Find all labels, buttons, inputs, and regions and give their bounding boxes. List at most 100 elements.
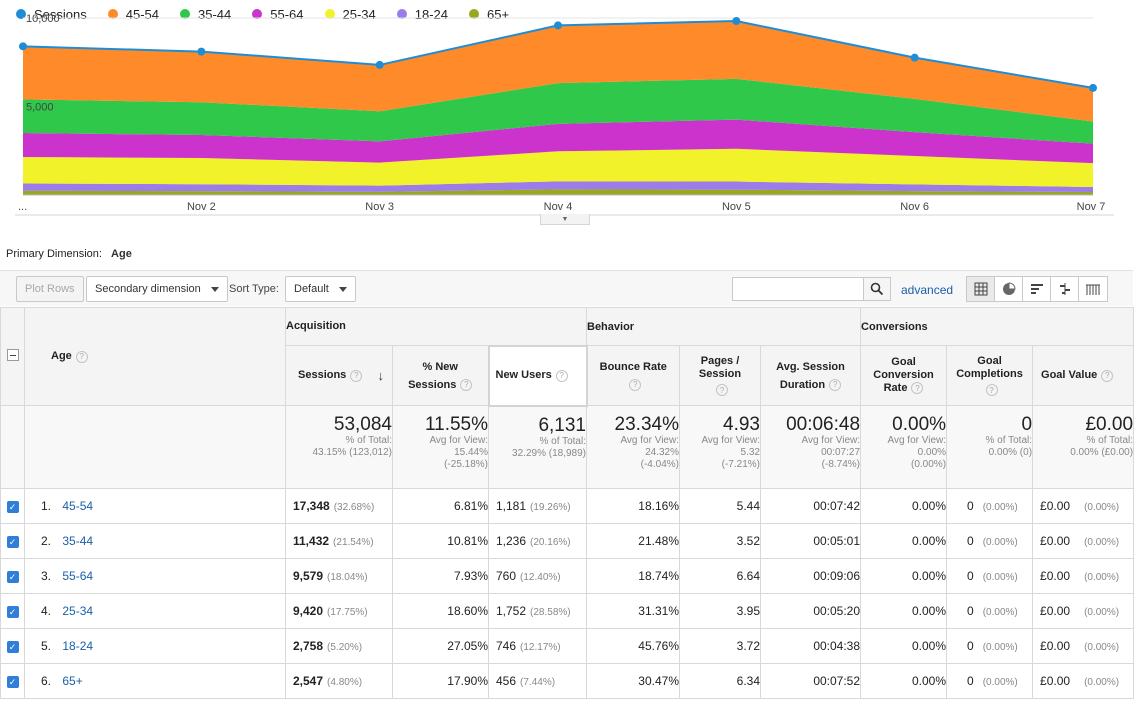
row-checkbox[interactable]: ✓ (6, 675, 19, 688)
pages-session-header[interactable]: Pages / Session? (679, 345, 761, 406)
plot-rows-button[interactable]: Plot Rows (16, 276, 84, 302)
sessions-point (554, 21, 562, 30)
row-index: 2. (41, 534, 52, 548)
chart-expander[interactable]: ▼ (540, 214, 590, 225)
new-users-value: 456 (496, 674, 517, 688)
goal-conversion-rate-value: 0.00% (860, 663, 948, 699)
row-checkbox[interactable]: ✓ (6, 640, 19, 653)
row-checkbox[interactable]: ✓ (6, 570, 19, 583)
new-users-value: 1,752 (496, 604, 527, 618)
goal-completions-header[interactable]: Goal Completions? (946, 345, 1034, 406)
new-sessions-header[interactable]: % New Sessions? (392, 345, 489, 406)
help-icon[interactable]: ? (829, 378, 842, 391)
primary-dimension-value: Age (111, 248, 132, 260)
table-search-input[interactable] (732, 277, 864, 301)
bounce-rate-header[interactable]: Bounce Rate? (586, 345, 680, 406)
chart-svg: 10,000 5,000... Nov 2 Nov 3 Nov 4 Nov 5 Nov 6 N… (15, 13, 1114, 216)
area-series-35-44 (23, 78, 1093, 144)
goal-value-percent: (0.00%) (1084, 607, 1120, 618)
goal-completions-percent: (0.00%) (982, 537, 1018, 548)
age-header-label: Age (51, 350, 72, 363)
sessions-percent: (21.54%) (333, 537, 374, 548)
goal-conversion-rate-value: 0.00% (860, 558, 948, 594)
sessions-point (732, 17, 741, 26)
legend-dot (396, 9, 407, 19)
area-series-55-64 (23, 119, 1093, 164)
gcr-header-line2: Conversion (873, 369, 934, 381)
total-caption: 15.44% (454, 447, 488, 458)
age-link[interactable]: 35-44 (62, 534, 94, 548)
new-sessions-value: 27.05% (392, 628, 489, 664)
plot-rows-label: Plot Rows (25, 283, 75, 295)
pivot-view-button[interactable] (1079, 277, 1107, 301)
pie-chart-icon (1002, 282, 1016, 295)
age-link[interactable]: 55-64 (62, 569, 94, 583)
total-caption: Avg for View: (701, 435, 760, 446)
select-all-checkbox[interactable] (6, 349, 19, 361)
new-users-value: 746 (496, 639, 517, 653)
duration-value: 00:09:06 (759, 558, 862, 594)
total-new-sessions: 11.55% Avg for View: 15.44% (-25.18%) (392, 405, 489, 489)
total-caption: Avg for View: (887, 435, 947, 446)
search-button[interactable] (863, 277, 891, 301)
total-value: 0.00% (892, 414, 947, 435)
help-icon[interactable]: ? (555, 369, 568, 382)
legend-dot (252, 9, 263, 19)
help-icon[interactable]: ? (985, 384, 998, 396)
legend-dot (16, 9, 26, 19)
help-icon[interactable]: ? (350, 369, 363, 382)
goal-value-value: £0.00 (1040, 639, 1071, 653)
help-icon[interactable]: ? (1101, 369, 1114, 382)
goal-value-percent: (0.00%) (1084, 502, 1120, 513)
new-users-value: 760 (496, 569, 517, 583)
help-icon[interactable]: ? (911, 382, 924, 395)
row-checkbox[interactable]: ✓ (6, 500, 19, 513)
age-link[interactable]: 18-24 (62, 639, 94, 653)
age-link[interactable]: 45-54 (62, 499, 94, 513)
goal-value-percent: (0.00%) (1084, 677, 1120, 688)
age-header[interactable]: Age? (24, 307, 286, 406)
gcr-header-line3: Rate (883, 382, 908, 394)
acquisition-group-header: Acquisition (285, 307, 587, 346)
total-sessions: 53,084% of Total: 43.15% (123,012) (285, 405, 393, 489)
secondary-dimension-dropdown[interactable]: Secondary dimension (86, 276, 228, 302)
bounce-rate-value: 31.31% (586, 593, 680, 629)
advanced-filter-link[interactable]: advanced (901, 283, 954, 297)
gc-header-line2: Completions (956, 368, 1023, 380)
row-checkbox[interactable]: ✓ (6, 605, 19, 618)
legend-dot (324, 9, 335, 19)
search-icon (870, 282, 884, 296)
pie-view-button[interactable] (995, 277, 1023, 301)
row-checkbox[interactable]: ✓ (6, 535, 19, 548)
total-value: 23.34% (614, 414, 679, 435)
goal-value-value: £0.00 (1040, 674, 1071, 688)
goal-value-header[interactable]: Goal Value? (1032, 345, 1135, 406)
comparison-view-button[interactable] (1051, 277, 1079, 301)
sessions-percent: (32.68%) (333, 502, 375, 513)
sort-type-dropdown[interactable]: Default (285, 276, 356, 302)
sessions-area-chart: 10,000 5,000... Nov 2 Nov 3 Nov 4 Nov 5 Nov 6 N… (0, 0, 1141, 235)
age-link[interactable]: 25-34 (62, 604, 94, 618)
x-tick-label: Nov 6 (900, 201, 929, 213)
duration-value: 00:05:01 (759, 523, 862, 559)
goal-value-percent: (0.00%) (1084, 642, 1120, 653)
help-icon[interactable]: ? (460, 378, 473, 391)
goal-completions-value: 0 (967, 569, 974, 583)
help-icon[interactable]: ? (716, 384, 728, 396)
sort-type-label: Sort Type: (229, 283, 279, 295)
avg-session-duration-header[interactable]: Avg. Session Duration? (759, 345, 862, 406)
bounce-rate-value: 30.47% (586, 663, 680, 699)
performance-view-button[interactable] (1023, 277, 1051, 301)
sessions-header[interactable]: Sessions? ↓ (285, 345, 393, 406)
chevron-down-icon (338, 286, 347, 292)
new-users-header[interactable]: New Users? (487, 344, 588, 407)
table-toolbar: Plot Rows Secondary dimension Sort Type:… (0, 270, 1133, 306)
help-icon[interactable]: ? (629, 378, 642, 391)
new-sessions-value: 7.93% (392, 558, 489, 594)
help-icon[interactable]: ? (75, 350, 88, 363)
goal-conversion-rate-header[interactable]: Goal Conversion Rate? (860, 345, 948, 406)
sessions-value: 2,758 (293, 639, 324, 653)
table-view-button[interactable] (967, 277, 995, 301)
age-link[interactable]: 65+ (62, 674, 83, 688)
total-caption: 24.32% (645, 447, 679, 458)
